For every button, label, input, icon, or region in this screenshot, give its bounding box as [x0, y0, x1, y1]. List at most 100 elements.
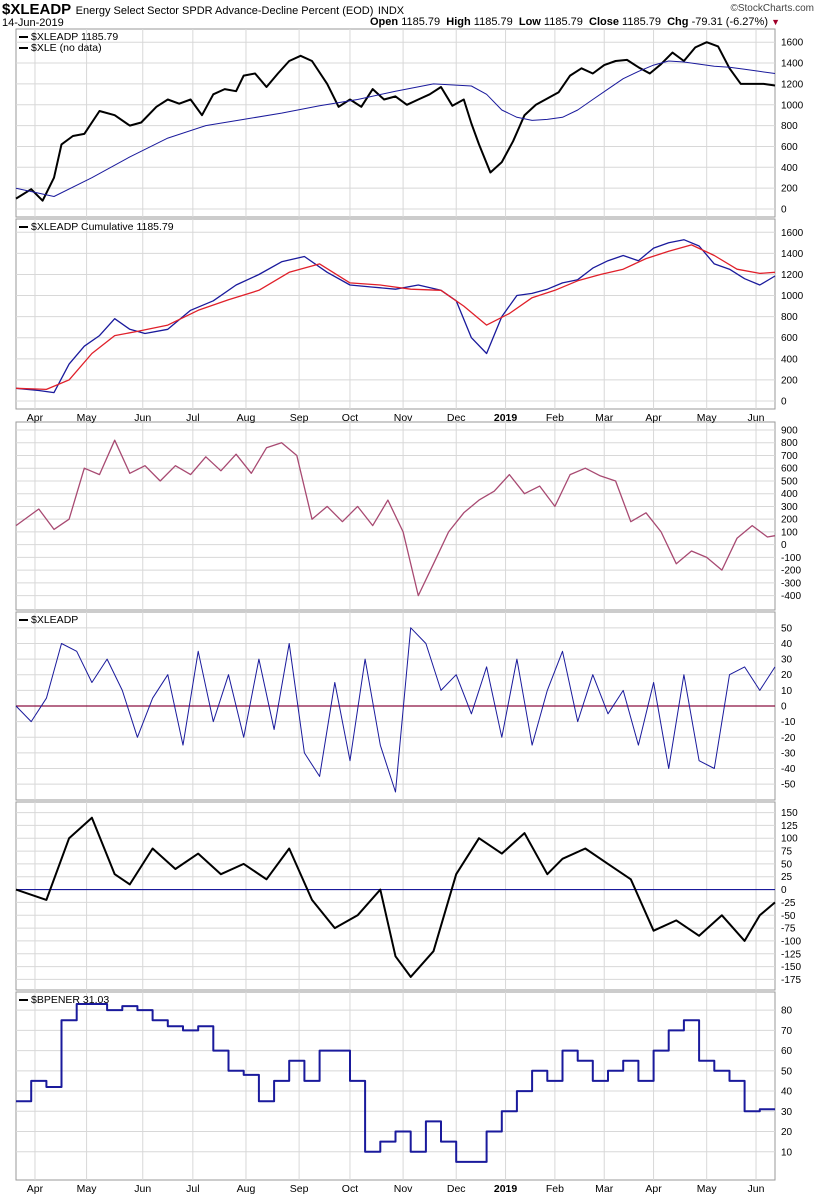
date-label: 14-Jun-2019	[2, 17, 64, 29]
x-tick-label: Aug	[237, 1183, 256, 1195]
series-line	[15, 816, 776, 978]
y-tick-label: 50	[781, 1066, 793, 1077]
y-tick-label: -175	[781, 975, 801, 986]
y-tick-label: -400	[781, 591, 801, 602]
legend-label: $BPENER 31.03	[31, 994, 109, 1006]
y-tick-label: 60	[781, 1046, 793, 1057]
y-tick-label: 1000	[781, 100, 804, 111]
y-tick-label: 40	[781, 1087, 793, 1098]
x-tick-label: Jun	[748, 412, 765, 424]
x-tick-label: Apr	[27, 1183, 44, 1195]
x-tick-label: Dec	[447, 1183, 466, 1195]
legend-label: $XLEADP Cumulative 1185.79	[31, 221, 174, 233]
y-tick-label: -40	[781, 764, 796, 775]
panel-frame	[15, 801, 776, 991]
y-tick-label: 125	[781, 821, 798, 832]
y-tick-label: 200	[781, 515, 798, 526]
stockcharts-credit: ©StockCharts.com	[730, 3, 814, 14]
y-tick-label: 10	[781, 686, 793, 697]
ohlc-readout: Open 1185.79 High 1185.79 Low 1185.79 Cl…	[370, 16, 780, 28]
x-tick-label: Apr	[27, 412, 44, 424]
y-tick-label: 20	[781, 1127, 793, 1138]
y-tick-label: -100	[781, 553, 801, 564]
y-tick-label: 500	[781, 476, 798, 487]
y-tick-label: 0	[781, 540, 787, 551]
x-tick-label: 2019	[494, 412, 518, 424]
y-tick-label: 1600	[781, 38, 804, 49]
y-tick-label: -150	[781, 962, 801, 973]
y-tick-label: 800	[781, 312, 798, 323]
y-tick-label: 1400	[781, 59, 804, 70]
y-tick-label: -50	[781, 780, 796, 791]
symbol-label: $XLEADP	[2, 1, 72, 18]
y-tick-label: 100	[781, 527, 798, 538]
x-tick-label: Sep	[290, 1183, 309, 1195]
low-label: Low	[518, 16, 541, 28]
x-tick-label: Apr	[645, 412, 662, 424]
low-value: 1185.79	[543, 16, 583, 28]
y-tick-label: 50	[781, 859, 793, 870]
x-tick-label: Aug	[237, 412, 256, 424]
legend-label: $XLE (no data)	[31, 42, 102, 54]
panel-frame	[15, 28, 776, 218]
y-tick-label: 40	[781, 639, 793, 650]
y-tick-label: 200	[781, 184, 798, 195]
x-tick-label: Jun	[134, 1183, 151, 1195]
y-tick-label: 200	[781, 375, 798, 386]
y-tick-label: 50	[781, 623, 793, 634]
y-tick-label: 600	[781, 464, 798, 475]
y-tick-label: -30	[781, 748, 796, 759]
y-tick-label: 30	[781, 655, 793, 666]
y-tick-label: 600	[781, 142, 798, 153]
x-tick-label: Oct	[342, 412, 358, 424]
y-tick-label: 80	[781, 1006, 793, 1017]
y-tick-label: 20	[781, 670, 793, 681]
x-tick-label: 2019	[494, 1183, 518, 1195]
y-tick-label: 400	[781, 489, 798, 500]
x-tick-label: Apr	[645, 1183, 662, 1195]
x-tick-label: Jul	[186, 412, 199, 424]
y-tick-label: 0	[781, 397, 787, 408]
y-tick-label: 10	[781, 1147, 793, 1158]
y-tick-label: 100	[781, 834, 798, 845]
legend-label: $XLEADP	[31, 614, 78, 626]
open-value: 1185.79	[401, 16, 441, 28]
y-tick-label: 1000	[781, 291, 804, 302]
open-label: Open	[370, 16, 399, 28]
y-tick-label: -75	[781, 924, 796, 935]
x-tick-label: Jul	[186, 1183, 199, 1195]
y-tick-label: 25	[781, 872, 793, 883]
chg-label: Chg	[667, 16, 689, 28]
x-tick-label: May	[77, 412, 98, 424]
panel-frame	[15, 218, 776, 410]
y-tick-label: -10	[781, 717, 796, 728]
y-tick-label: -20	[781, 733, 796, 744]
y-tick-label: 600	[781, 333, 798, 344]
close-value: 1185.79	[622, 16, 661, 28]
series-line	[15, 41, 776, 202]
x-tick-label: May	[697, 412, 718, 424]
x-tick-label: Jun	[748, 1183, 765, 1195]
exchange-label: INDX	[377, 5, 405, 17]
x-tick-label: Mar	[595, 1183, 614, 1195]
series-line	[15, 439, 776, 597]
chart-header: $XLEADP Energy Select Sector SPDR Advanc…	[2, 1, 404, 19]
y-tick-label: 0	[781, 205, 787, 216]
y-tick-label: -50	[781, 911, 796, 922]
y-tick-label: 800	[781, 121, 798, 132]
x-tick-label: Nov	[394, 1183, 413, 1195]
series-line	[15, 627, 776, 793]
x-tick-label: Dec	[447, 412, 466, 424]
description-label: Energy Select Sector SPDR Advance-Declin…	[75, 5, 374, 17]
series-line	[15, 60, 776, 197]
y-tick-label: -125	[781, 949, 801, 960]
x-tick-label: May	[697, 1183, 718, 1195]
y-tick-label: 30	[781, 1107, 793, 1118]
y-tick-label: 70	[781, 1026, 793, 1037]
x-tick-label: Feb	[546, 412, 564, 424]
y-tick-label: 1600	[781, 228, 804, 239]
y-tick-label: -300	[781, 578, 801, 589]
y-tick-label: 1200	[781, 270, 804, 281]
y-tick-label: 800	[781, 438, 798, 449]
